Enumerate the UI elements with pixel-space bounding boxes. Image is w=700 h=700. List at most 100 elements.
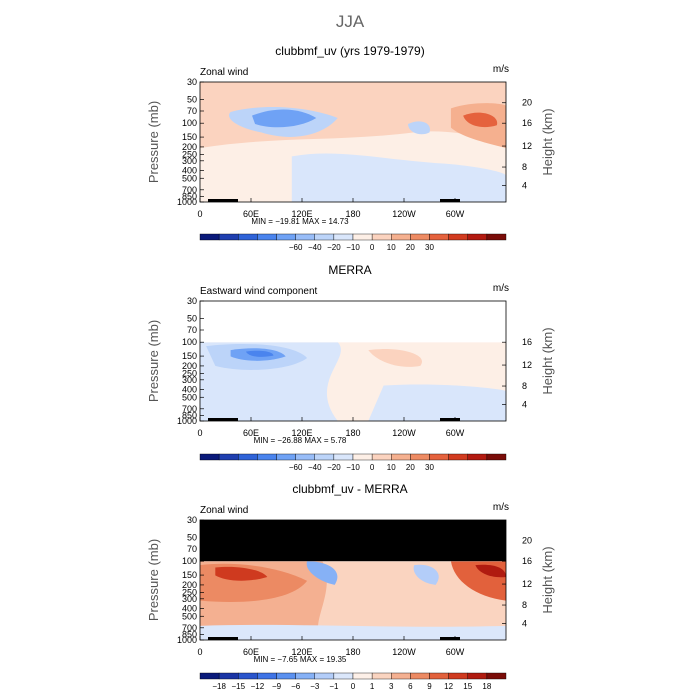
chart-title: clubbmf_uv - MERRA [292,482,407,496]
colorbar-swatch [448,672,468,680]
lon-tick-label: 60E [243,209,259,219]
colorbar-label: 30 [425,463,434,472]
pressure-tick-label: 150 [182,570,197,580]
pressure-tick-label: 100 [182,556,197,566]
height-tick-label: 12 [522,579,532,589]
colorbar-label: −60 [289,243,303,252]
colorbar-swatch [410,453,430,461]
lon-tick-label: 60E [243,647,259,657]
colorbar-swatch [218,672,239,680]
lon-tick-label: 60W [446,647,465,657]
field-shading [200,342,506,421]
lon-tick-label: 60W [446,209,465,219]
colorbar-label: −20 [327,463,341,472]
lon-tick-label: 120W [392,428,416,438]
colorbar-swatch [238,233,258,241]
pressure-tick-label: 30 [187,296,197,306]
field-contour [200,624,506,640]
field-contour [291,153,506,202]
colorbar-label: −12 [251,682,265,691]
colorbar-label: −6 [291,682,301,691]
pressure-tick-label: 500 [182,173,197,183]
pressure-tick-label: 100 [182,337,197,347]
colorbar-label: 15 [463,682,472,691]
units-label: m/s [493,283,509,294]
lon-tick-label: 0 [197,647,202,657]
colorbar-label: −1 [329,682,339,691]
colorbar-label: −60 [289,463,303,472]
missing-data-mask [200,520,506,562]
field-contour [463,112,498,128]
field-contour [408,121,430,135]
lon-tick-label: 60W [446,428,465,438]
colorbar-swatch [238,672,258,680]
lon-tick-label: 120E [291,209,312,219]
colorbar-label: 30 [425,243,434,252]
pressure-tick-label: 850 [182,410,197,420]
colorbar-swatch [199,233,220,241]
pressure-tick-label: 500 [182,392,197,402]
colorbar-swatch [333,453,354,461]
colorbar-label: 10 [387,463,396,472]
colorbar-swatch [333,672,354,680]
chart-title: MERRA [328,263,371,277]
height-tick-label: 16 [522,118,532,128]
pressure-tick-label: 70 [187,325,197,335]
field-shading [200,561,506,640]
colorbar-swatch [391,672,411,680]
y-axis-label-right: Height (km) [540,327,555,394]
pressure-tick-label: 400 [182,604,197,614]
height-tick-label: 4 [522,181,527,191]
colorbar-label: 6 [408,682,413,691]
colorbar-swatch [486,672,507,680]
lon-tick-label: 120E [291,428,312,438]
pressure-tick-label: 850 [182,629,197,639]
pressure-tick-label: 300 [182,594,197,604]
colorbar-label: −9 [272,682,282,691]
pressure-tick-label: 250 [182,369,197,379]
lon-tick-label: 180 [345,428,360,438]
colorbar-label: −3 [310,682,320,691]
y-axis-label: Pressure (mb) [146,539,161,621]
height-tick-label: 8 [522,600,527,610]
colorbar-swatch [314,453,335,461]
pressure-tick-label: 100 [182,118,197,128]
height-tick-label: 16 [522,556,532,566]
pressure-tick-label: 500 [182,611,197,621]
colorbar-label: 1 [370,682,375,691]
terrain-mark [440,418,460,421]
pressure-tick-label: 50 [187,94,197,104]
min-max-stats: MIN = −19.81 MAX = 14.73 [251,217,349,226]
pressure-tick-label: 1000 [177,416,197,426]
colorbar-swatch [467,453,488,461]
colorbar-label: 20 [406,463,415,472]
y-axis-label: Pressure (mb) [146,320,161,402]
colorbar-swatch [467,233,488,241]
colorbar-swatch [429,453,449,461]
lon-tick-label: 0 [197,428,202,438]
min-max-stats: MIN = −7.65 MAX = 19.35 [254,655,347,664]
field-contour [368,384,506,421]
pressure-tick-label: 700 [182,623,197,633]
colorbar-swatch [391,453,411,461]
colorbar-swatch [371,672,392,680]
colorbar-swatch [257,453,277,461]
colorbar-swatch [333,233,354,241]
pressure-tick-label: 50 [187,313,197,323]
y-axis-label-right: Height (km) [540,108,555,175]
lon-tick-label: 120E [291,647,312,657]
height-tick-label: 16 [522,337,532,347]
colorbar-swatch [295,233,315,241]
colorbar-swatch [295,453,315,461]
lon-tick-label: 120W [392,209,416,219]
colorbar-swatch [218,453,239,461]
terrain-mark [208,199,238,202]
colorbar-label: −18 [212,682,226,691]
field-contour [245,350,274,357]
colorbar-label: 3 [389,682,394,691]
height-tick-label: 20 [522,98,532,108]
terrain-mark [440,637,460,640]
pressure-tick-label: 250 [182,150,197,160]
field-contour [215,566,268,581]
